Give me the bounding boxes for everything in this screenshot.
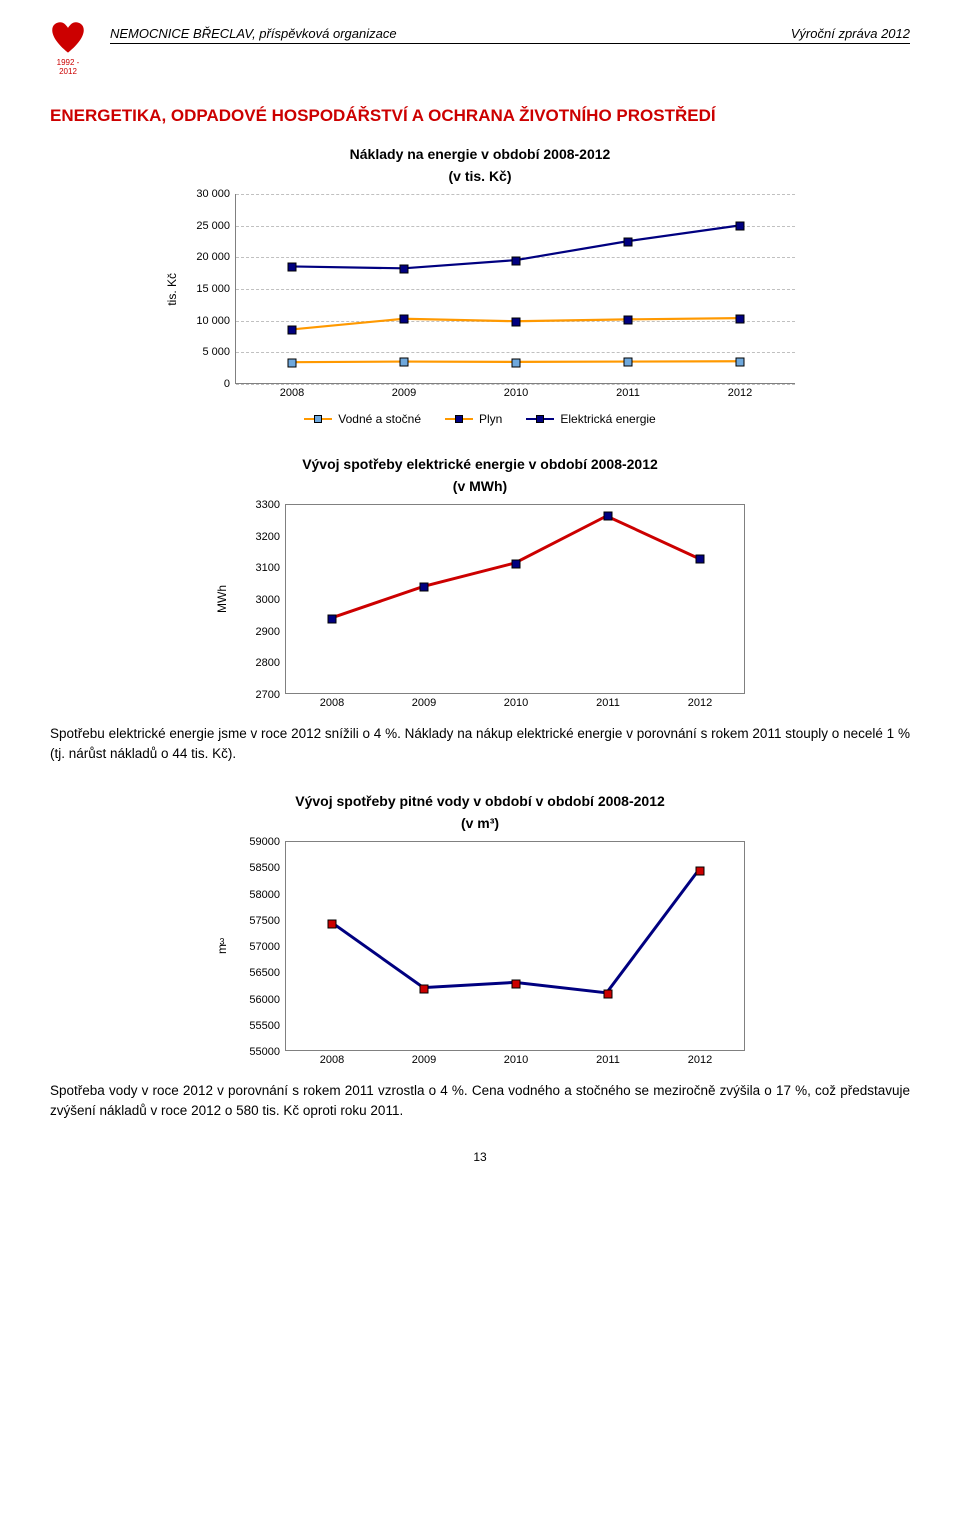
y-tick-label: 2700 <box>256 689 286 701</box>
data-marker <box>288 359 297 368</box>
x-tick-label: 2010 <box>504 383 528 399</box>
legend-label: Vodné a stočné <box>338 412 421 426</box>
y-tick-label: 0 <box>224 378 236 390</box>
data-marker <box>420 583 429 592</box>
paragraph-water: Spotřeba vody v roce 2012 v porovnání s … <box>50 1081 910 1120</box>
data-marker <box>420 985 429 994</box>
y-tick-label: 59000 <box>249 836 286 848</box>
y-tick-label: 58000 <box>249 889 286 901</box>
y-tick-label: 30 000 <box>196 188 236 200</box>
data-marker <box>736 314 745 323</box>
page-number: 13 <box>50 1150 910 1164</box>
chart1-legend: Vodné a stočné Plyn Elektrická energie <box>50 412 910 426</box>
data-marker <box>512 979 521 988</box>
data-marker <box>288 326 297 335</box>
y-tick-label: 2800 <box>256 657 286 669</box>
chart2-subtitle: (v MWh) <box>50 478 910 494</box>
chart-water-consumption: Vývoj spotřeby pitné vody v období v obd… <box>50 793 910 1051</box>
data-marker <box>604 990 613 999</box>
y-tick-label: 58500 <box>249 862 286 874</box>
legend-item: Elektrická energie <box>526 412 655 426</box>
legend-label: Elektrická energie <box>560 412 655 426</box>
x-tick-label: 2011 <box>596 693 620 709</box>
page-header: 1992 - 2012 NEMOCNICE BŘECLAV, příspěvko… <box>50 20 910 76</box>
y-tick-label: 3100 <box>256 562 286 574</box>
chart3-ylabel: m3 <box>215 939 229 954</box>
chart2-ylabel: MWh <box>215 585 229 613</box>
legend-item: Plyn <box>445 412 502 426</box>
org-name: NEMOCNICE BŘECLAV, příspěvková organizac… <box>110 26 397 41</box>
heart-icon <box>50 20 86 56</box>
y-tick-label: 3200 <box>256 531 286 543</box>
data-marker <box>512 256 521 265</box>
x-tick-label: 2012 <box>728 383 752 399</box>
x-tick-label: 2009 <box>392 383 416 399</box>
x-tick-label: 2010 <box>504 1050 528 1066</box>
chart3-subtitle: (v m³) <box>50 815 910 831</box>
paragraph-electricity: Spotřebu elektrické energie jsme v roce … <box>50 724 910 763</box>
report-name: Výroční zpráva 2012 <box>791 26 910 41</box>
x-tick-label: 2008 <box>280 383 304 399</box>
x-tick-label: 2009 <box>412 1050 436 1066</box>
x-tick-label: 2011 <box>596 1050 620 1066</box>
y-tick-label: 3300 <box>256 499 286 511</box>
section-title: ENERGETIKA, ODPADOVÉ HOSPODÁŘSTVÍ A OCHR… <box>50 106 910 126</box>
y-tick-label: 10 000 <box>196 315 236 327</box>
logo-years: 1992 - 2012 <box>50 58 86 76</box>
x-tick-label: 2008 <box>320 693 344 709</box>
data-marker <box>624 237 633 246</box>
data-marker <box>400 315 409 324</box>
y-tick-label: 56000 <box>249 994 286 1006</box>
legend-label: Plyn <box>479 412 502 426</box>
logo: 1992 - 2012 <box>50 20 100 76</box>
y-tick-label: 57000 <box>249 941 286 953</box>
y-tick-label: 55500 <box>249 1020 286 1032</box>
data-marker <box>512 317 521 326</box>
x-tick-label: 2008 <box>320 1050 344 1066</box>
data-marker <box>696 554 705 563</box>
y-tick-label: 5 000 <box>202 346 236 358</box>
y-tick-label: 25 000 <box>196 220 236 232</box>
chart1-plot: 05 00010 00015 00020 00025 00030 0002008… <box>235 194 795 384</box>
chart3-plot: 5500055500560005650057000575005800058500… <box>285 841 745 1051</box>
data-marker <box>512 358 521 367</box>
data-marker <box>736 358 745 367</box>
y-tick-label: 57500 <box>249 915 286 927</box>
legend-item: Vodné a stočné <box>304 412 421 426</box>
data-marker <box>604 512 613 521</box>
chart2-title: Vývoj spotřeby elektrické energie v obdo… <box>50 456 910 472</box>
header-titles: NEMOCNICE BŘECLAV, příspěvková organizac… <box>110 20 910 44</box>
chart3-title: Vývoj spotřeby pitné vody v období v obd… <box>50 793 910 809</box>
data-marker <box>736 221 745 230</box>
data-marker <box>400 264 409 273</box>
data-marker <box>288 262 297 271</box>
x-tick-label: 2010 <box>504 693 528 709</box>
y-tick-label: 15 000 <box>196 283 236 295</box>
data-marker <box>400 358 409 367</box>
data-marker <box>696 867 705 876</box>
chart1-title: Náklady na energie v období 2008-2012 <box>50 146 910 162</box>
x-tick-label: 2011 <box>616 383 640 399</box>
data-marker <box>624 316 633 325</box>
y-tick-label: 55000 <box>249 1046 286 1058</box>
y-tick-label: 2900 <box>256 626 286 638</box>
x-tick-label: 2012 <box>688 693 712 709</box>
chart-energy-costs: Náklady na energie v období 2008-2012 (v… <box>50 146 910 426</box>
data-marker <box>512 559 521 568</box>
x-tick-label: 2009 <box>412 693 436 709</box>
y-tick-label: 3000 <box>256 594 286 606</box>
chart1-subtitle: (v tis. Kč) <box>50 168 910 184</box>
y-tick-label: 20 000 <box>196 251 236 263</box>
data-marker <box>328 919 337 928</box>
data-marker <box>624 358 633 367</box>
chart1-ylabel: tis. Kč <box>165 273 179 306</box>
chart-electricity-consumption: Vývoj spotřeby elektrické energie v obdo… <box>50 456 910 694</box>
data-marker <box>328 615 337 624</box>
chart2-plot: 2700280029003000310032003300200820092010… <box>285 504 745 694</box>
x-tick-label: 2012 <box>688 1050 712 1066</box>
y-tick-label: 56500 <box>249 967 286 979</box>
